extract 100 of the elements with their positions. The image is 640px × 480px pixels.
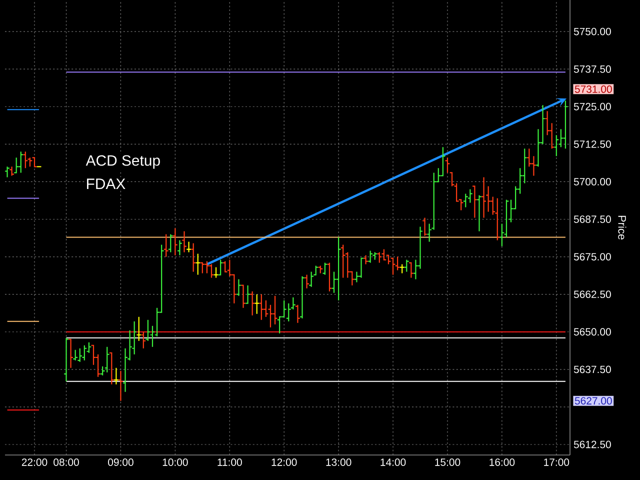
text: 5627.00 bbox=[574, 397, 612, 405]
candlestick bbox=[462, 193, 468, 208]
candlestick bbox=[150, 325, 156, 348]
y-tick-label: 5662.50 bbox=[574, 290, 611, 298]
candlestick bbox=[118, 370, 124, 402]
candlestick bbox=[213, 266, 219, 278]
x-tick-label: 22:00 bbox=[22, 458, 48, 466]
candlestick bbox=[82, 344, 88, 361]
candlestick bbox=[240, 284, 246, 308]
candlestick bbox=[368, 250, 374, 264]
candlestick bbox=[562, 100, 568, 150]
candlestick bbox=[182, 230, 188, 253]
y-tick-label: 5637.50 bbox=[574, 366, 611, 374]
candlestick bbox=[168, 234, 174, 253]
x-tick-label: 10:00 bbox=[162, 458, 188, 466]
candlestick bbox=[300, 276, 306, 319]
candlestick bbox=[104, 346, 110, 373]
candlestick bbox=[318, 265, 324, 274]
candlestick bbox=[86, 342, 92, 354]
candlestick bbox=[236, 278, 242, 296]
candlestick bbox=[394, 256, 400, 271]
candlestick bbox=[32, 157, 38, 168]
x-tick-label: 11:00 bbox=[218, 458, 242, 466]
candlestick bbox=[113, 367, 119, 385]
candlestick bbox=[218, 259, 224, 276]
candlestick bbox=[390, 258, 396, 276]
candlestick bbox=[222, 260, 228, 272]
candlestick bbox=[136, 316, 142, 342]
x-tick-label: 12:00 bbox=[272, 458, 297, 466]
candlestick bbox=[322, 262, 328, 276]
text: FDAX bbox=[87, 178, 126, 189]
x-tick-label: 14:00 bbox=[380, 458, 406, 466]
candlestick bbox=[204, 260, 210, 274]
x-tick-label: 08:00 bbox=[54, 458, 79, 466]
candlestick bbox=[304, 274, 310, 289]
candlestick bbox=[381, 248, 387, 260]
candlestick bbox=[254, 294, 260, 314]
candlestick bbox=[72, 349, 78, 361]
candlestick bbox=[208, 264, 214, 278]
candlestick bbox=[163, 234, 169, 258]
candlestick bbox=[372, 252, 378, 260]
candlestick bbox=[449, 172, 455, 187]
candlestick bbox=[499, 223, 505, 247]
candlestick bbox=[77, 348, 83, 362]
candlestick bbox=[422, 217, 428, 236]
candlestick bbox=[476, 194, 482, 232]
candlestick bbox=[472, 186, 478, 218]
candlestick bbox=[195, 253, 201, 276]
y-tick-label: 5712.50 bbox=[574, 140, 611, 148]
y-tick-label: 5687.50 bbox=[574, 216, 611, 223]
candlestick bbox=[9, 166, 15, 176]
candlestick bbox=[190, 242, 196, 272]
candlestick bbox=[376, 252, 382, 264]
x-tick-label: 16:00 bbox=[490, 458, 515, 466]
x-tick-label: 15:00 bbox=[435, 458, 460, 466]
candlestick bbox=[386, 254, 392, 265]
text: 5731.00 bbox=[574, 85, 612, 93]
y-axis-title: Price bbox=[618, 216, 626, 240]
y-tick-label: 5675.00 bbox=[574, 253, 611, 260]
x-tick-label: 17:00 bbox=[544, 458, 570, 466]
candlestick bbox=[494, 198, 500, 241]
candlestick bbox=[294, 304, 300, 324]
candlestick bbox=[404, 259, 410, 272]
candlestick bbox=[108, 352, 114, 385]
candlestick bbox=[176, 240, 182, 256]
text: ACD Setup bbox=[86, 155, 160, 169]
candlestick bbox=[363, 254, 369, 265]
candlestick bbox=[145, 319, 151, 342]
candlestick bbox=[326, 262, 332, 292]
candlestick bbox=[250, 290, 256, 316]
y-tick-label: 5737.50 bbox=[574, 65, 611, 73]
candlestick bbox=[399, 264, 405, 274]
x-tick-label: 09:00 bbox=[108, 458, 134, 466]
candlestick bbox=[68, 338, 74, 368]
candlestick bbox=[336, 236, 342, 301]
y-tick-label: 5700.00 bbox=[574, 178, 611, 186]
candlestick bbox=[408, 262, 414, 278]
candlestick bbox=[467, 188, 473, 204]
candlestick bbox=[64, 337, 70, 382]
candlestick bbox=[140, 331, 146, 349]
candlestick bbox=[272, 295, 278, 325]
y-tick-label: 5612.50 bbox=[574, 440, 611, 448]
candlestick bbox=[200, 262, 206, 274]
candlestick bbox=[340, 244, 346, 278]
candlestick bbox=[22, 151, 28, 169]
candlestick bbox=[358, 258, 364, 278]
candlestick bbox=[18, 151, 24, 174]
y-tick-label: 5750.00 bbox=[574, 28, 611, 36]
y-tick-label: 5725.00 bbox=[574, 102, 611, 110]
candlestick bbox=[444, 157, 450, 174]
candlestick bbox=[172, 228, 178, 256]
candlestick bbox=[258, 294, 264, 320]
candlestick bbox=[186, 241, 192, 253]
candlestick bbox=[245, 284, 251, 304]
candlestick bbox=[504, 199, 510, 238]
candlestick bbox=[481, 176, 487, 218]
candlestick bbox=[4, 166, 10, 178]
y-tick-label: 5650.00 bbox=[574, 328, 611, 336]
x-tick-label: 13:00 bbox=[326, 458, 352, 466]
candlestick bbox=[27, 157, 33, 168]
